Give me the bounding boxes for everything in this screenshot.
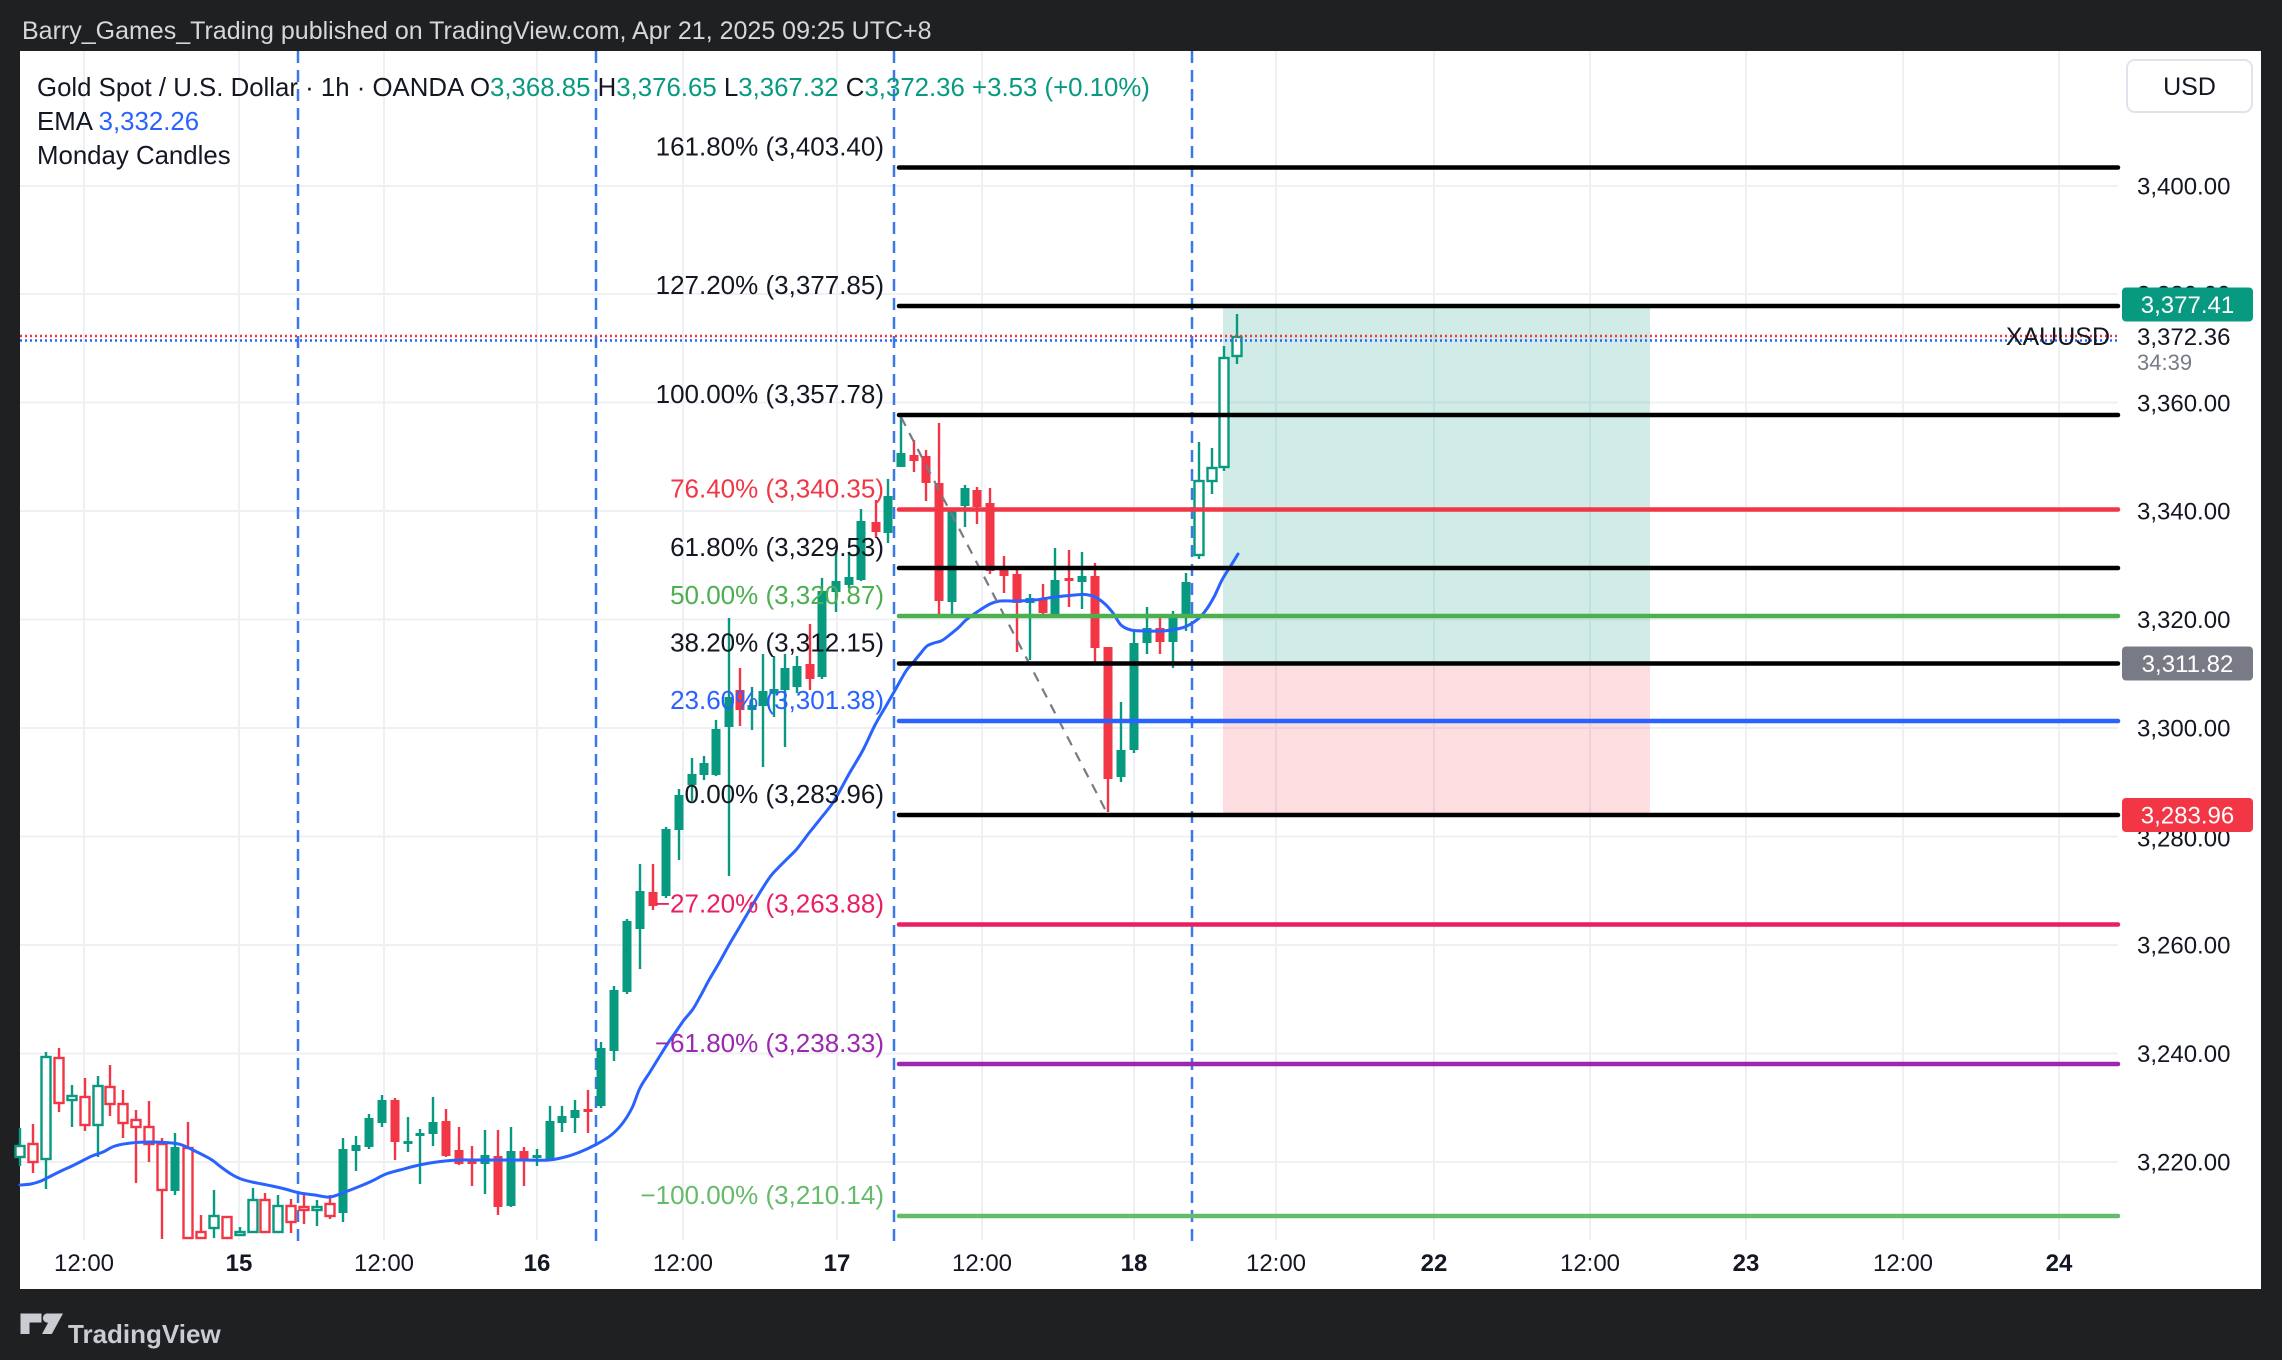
svg-text:16: 16 bbox=[524, 1250, 551, 1277]
svg-text:3,320.00: 3,320.00 bbox=[2137, 607, 2230, 634]
svg-text:Barry_Games_Trading published: Barry_Games_Trading published on Trading… bbox=[22, 17, 932, 45]
svg-text:23: 23 bbox=[1733, 1250, 1760, 1277]
svg-text:18: 18 bbox=[1121, 1250, 1148, 1277]
svg-text:3,360.00: 3,360.00 bbox=[2137, 391, 2230, 418]
svg-text:Monday Candles: Monday Candles bbox=[37, 142, 231, 170]
svg-text:34:39: 34:39 bbox=[2137, 350, 2192, 375]
svg-text:−27.20% (3,263.88): −27.20% (3,263.88) bbox=[655, 889, 884, 919]
svg-text:12:00: 12:00 bbox=[354, 1250, 414, 1277]
svg-text:100.00% (3,357.78): 100.00% (3,357.78) bbox=[656, 379, 884, 409]
svg-text:127.20% (3,377.85): 127.20% (3,377.85) bbox=[656, 270, 884, 300]
svg-text:XAUUSD: XAUUSD bbox=[2006, 323, 2110, 351]
svg-text:3,340.00: 3,340.00 bbox=[2137, 499, 2230, 526]
svg-text:3,377.41: 3,377.41 bbox=[2141, 292, 2234, 319]
svg-text:3,400.00: 3,400.00 bbox=[2137, 174, 2230, 201]
svg-text:23.60% (3,301.38): 23.60% (3,301.38) bbox=[670, 685, 884, 715]
svg-text:17: 17 bbox=[824, 1250, 851, 1277]
svg-text:0.00% (3,283.96): 0.00% (3,283.96) bbox=[685, 779, 884, 809]
svg-text:−61.80% (3,238.33): −61.80% (3,238.33) bbox=[655, 1028, 884, 1058]
svg-text:3,240.00: 3,240.00 bbox=[2137, 1041, 2230, 1068]
svg-text:3,372.36: 3,372.36 bbox=[2137, 324, 2230, 351]
svg-text:3,300.00: 3,300.00 bbox=[2137, 716, 2230, 743]
svg-text:3,220.00: 3,220.00 bbox=[2137, 1150, 2230, 1177]
svg-text:15: 15 bbox=[226, 1250, 253, 1277]
svg-text:50.00% (3,320.87): 50.00% (3,320.87) bbox=[670, 580, 884, 610]
svg-text:22: 22 bbox=[1421, 1250, 1448, 1277]
svg-text:12:00: 12:00 bbox=[1560, 1250, 1620, 1277]
svg-text:12:00: 12:00 bbox=[653, 1250, 713, 1277]
svg-text:USD: USD bbox=[2163, 73, 2216, 101]
svg-text:161.80% (3,403.40): 161.80% (3,403.40) bbox=[656, 132, 884, 162]
svg-text:3,283.96: 3,283.96 bbox=[2141, 803, 2234, 830]
svg-text:12:00: 12:00 bbox=[54, 1250, 114, 1277]
svg-text:12:00: 12:00 bbox=[1873, 1250, 1933, 1277]
svg-text:3,260.00: 3,260.00 bbox=[2137, 933, 2230, 960]
svg-text:38.20% (3,312.15): 38.20% (3,312.15) bbox=[670, 628, 884, 658]
svg-text:12:00: 12:00 bbox=[952, 1250, 1012, 1277]
svg-text:Gold Spot / U.S. Dollar · 1h ·: Gold Spot / U.S. Dollar · 1h · OANDA O3,… bbox=[37, 74, 1150, 102]
svg-text:−100.00% (3,210.14): −100.00% (3,210.14) bbox=[640, 1180, 884, 1210]
svg-text:24: 24 bbox=[2046, 1250, 2073, 1277]
svg-text:TradingView: TradingView bbox=[68, 1319, 221, 1349]
svg-text:61.80% (3,329.53): 61.80% (3,329.53) bbox=[670, 532, 884, 562]
svg-text:76.40% (3,340.35): 76.40% (3,340.35) bbox=[670, 474, 884, 504]
svg-text:12:00: 12:00 bbox=[1246, 1250, 1306, 1277]
svg-text:3,311.82: 3,311.82 bbox=[2142, 651, 2234, 678]
svg-text:EMA 3,332.26: EMA 3,332.26 bbox=[37, 108, 199, 136]
